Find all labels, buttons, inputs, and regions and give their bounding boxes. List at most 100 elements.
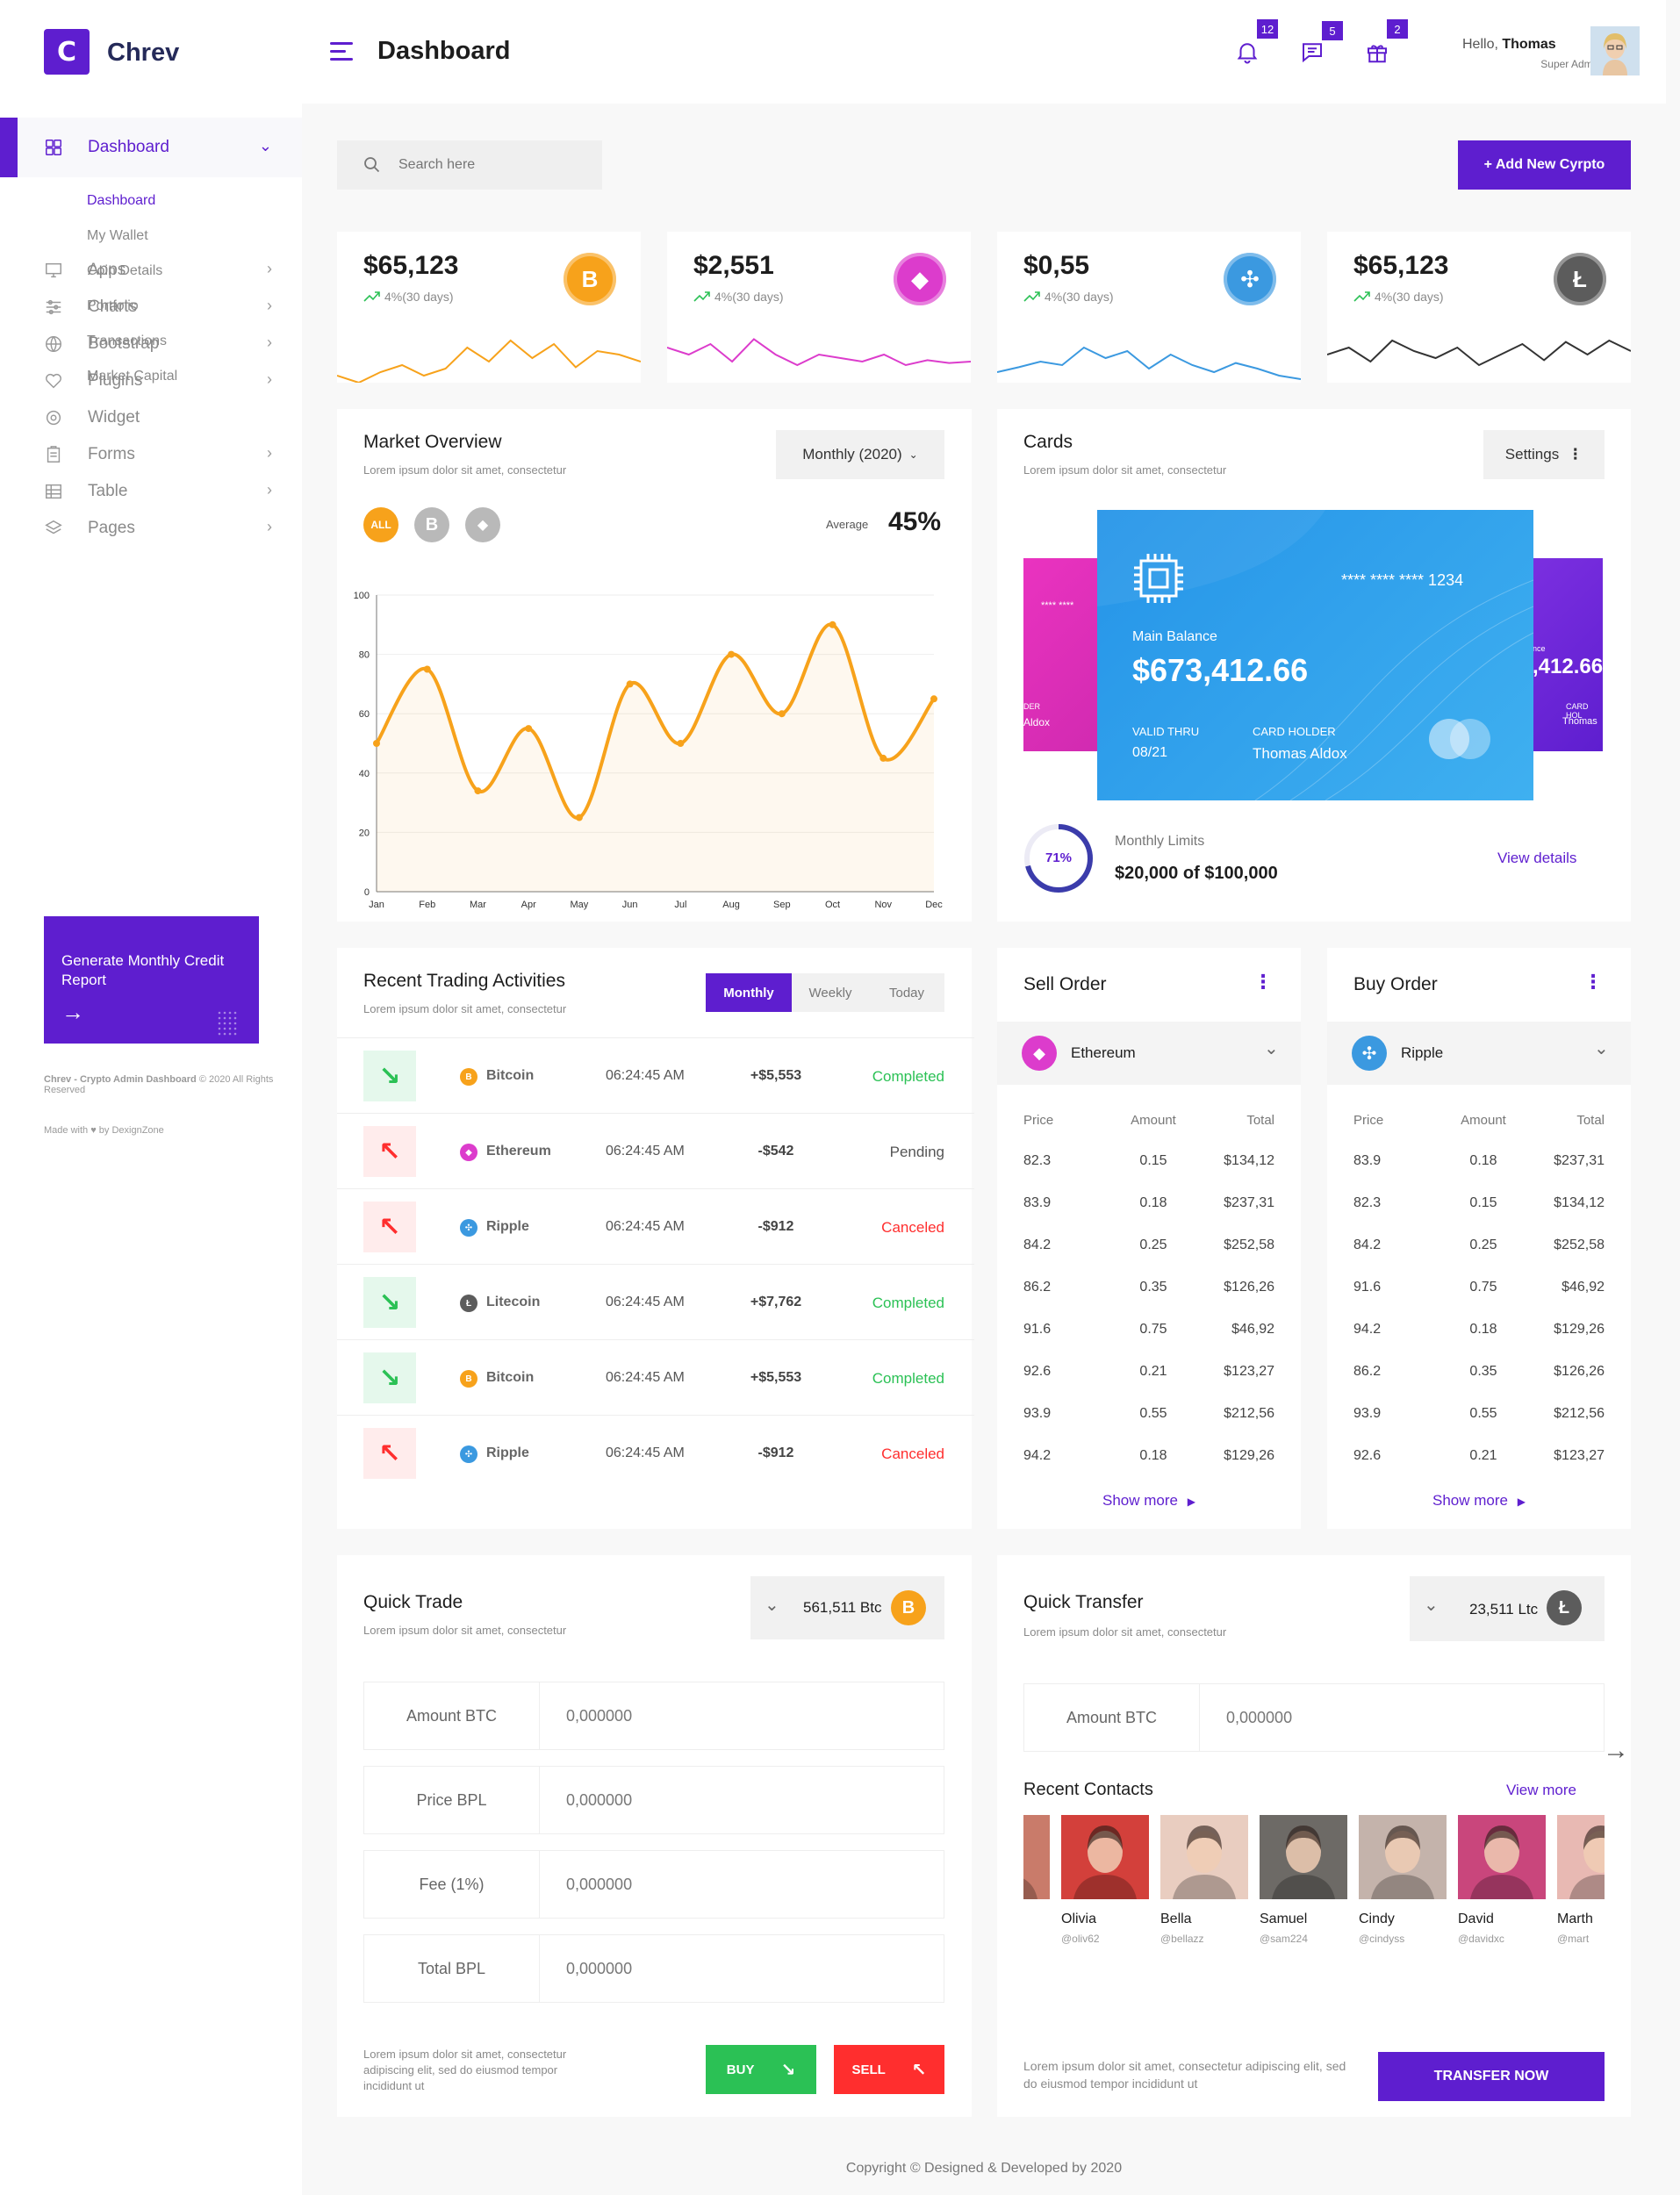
data-point[interactable] <box>728 650 736 658</box>
table-row[interactable]: ↘ Ł Litecoin 06:24:45 AM +$7,762 Completed <box>337 1264 974 1339</box>
sidebar-item-bootstrap[interactable]: Bootstrap › <box>44 326 272 362</box>
tab-weekly[interactable]: Weekly <box>808 985 852 1001</box>
buy-button[interactable]: BUY ↘ <box>706 2045 816 2094</box>
contact-item[interactable]: Marth @mart <box>1557 1815 1605 1945</box>
transfer-coin-select[interactable]: ⌄ 23,511 Ltc Ł <box>1410 1576 1605 1641</box>
contact-item[interactable]: Bella @bellazz <box>1160 1815 1248 1945</box>
contact-item[interactable]: Olivia @oliv62 <box>1061 1815 1149 1945</box>
avatar[interactable] <box>1590 26 1640 75</box>
more-vertical-icon[interactable]: ⋮ <box>1253 971 1273 993</box>
more-vertical-icon[interactable]: ⋮ <box>1583 971 1603 993</box>
left-card[interactable]: **** **** DER Aldox <box>1023 558 1111 751</box>
arrow-right-icon[interactable]: → <box>1603 1736 1629 1765</box>
filter-bitcoin-icon[interactable]: B <box>414 507 449 542</box>
table-row[interactable]: ↖ ✣ Ripple 06:24:45 AM -$912 Canceled <box>337 1415 974 1490</box>
submenu-item[interactable]: Market Capital <box>87 369 178 384</box>
search-bar[interactable] <box>337 140 602 190</box>
trade-field-input[interactable]: 0,000000 <box>566 1707 633 1725</box>
buy-total: $129,26 <box>1554 1322 1605 1337</box>
table-row[interactable]: ↖ ✣ Ripple 06:24:45 AM -$912 Canceled <box>337 1188 974 1264</box>
sidebar-item-charts[interactable]: Charts › <box>44 290 272 325</box>
main-card[interactable]: **** **** **** 1234 Main Balance $673,41… <box>1097 510 1533 800</box>
filter-ethereum-icon[interactable]: ◆ <box>465 507 500 542</box>
buy-coin-select[interactable]: ✣ Ripple ⌄ <box>1327 1022 1631 1085</box>
table-row[interactable]: ↖ ◆ Ethereum 06:24:45 AM -$542 Pending <box>337 1113 974 1188</box>
arrow-right-icon[interactable]: → <box>61 999 84 1025</box>
data-point[interactable] <box>423 665 431 673</box>
trade-field-row[interactable]: Price BPL 0,000000 <box>363 1766 944 1834</box>
view-details-link[interactable]: View details <box>1497 850 1577 866</box>
trade-field-row[interactable]: Total BPL 0,000000 <box>363 1934 944 2003</box>
data-point[interactable] <box>930 695 937 703</box>
sell-coin-select[interactable]: ◆ Ethereum ⌄ <box>997 1022 1301 1085</box>
footer-title: Chrev - Crypto Admin Dashboard <box>44 1074 197 1085</box>
data-point[interactable] <box>626 680 634 688</box>
filter-all-button[interactable]: ALL <box>363 507 398 542</box>
sidebar-item-table[interactable]: Table › <box>44 474 272 509</box>
data-point[interactable] <box>373 740 380 747</box>
sell-button[interactable]: SELL ↖ <box>834 2045 944 2094</box>
gift-icon[interactable] <box>1364 39 1390 65</box>
hamburger-icon[interactable] <box>330 42 353 66</box>
data-point[interactable] <box>677 740 685 747</box>
gear-icon <box>44 408 63 427</box>
trade-coin-select[interactable]: ⌄ 561,511 Btc B <box>750 1576 944 1639</box>
trade-field-input[interactable]: 0,000000 <box>566 1876 633 1893</box>
trade-field-row[interactable]: Amount BTC 0,000000 <box>363 1682 944 1750</box>
submenu-item[interactable]: Coin Details <box>87 263 163 278</box>
promo-card[interactable]: Generate Monthly Credit Report → <box>44 916 259 1044</box>
logo-icon[interactable]: C <box>44 29 90 75</box>
view-more-link[interactable]: View more <box>1506 1782 1576 1798</box>
data-point[interactable] <box>879 754 887 762</box>
right-card[interactable]: nce ,412.66 CARD HOL Thomas <box>1533 558 1603 751</box>
sidebar-item-dashboard[interactable]: Dashboard ⌄ <box>44 130 272 165</box>
sparkline <box>997 346 1301 380</box>
sidebar-item-forms[interactable]: Forms › <box>44 437 272 472</box>
search-input[interactable] <box>398 153 583 177</box>
transfer-amount-row[interactable]: Amount BTC 0,000000 <box>1023 1683 1605 1752</box>
sidebar-item-plugins[interactable]: Plugins › <box>44 363 272 398</box>
show-more-label: Show more <box>1102 1492 1178 1509</box>
submenu-item[interactable]: My Wallet <box>87 228 148 243</box>
data-point[interactable] <box>474 787 482 795</box>
sidebar-item-apps[interactable]: Apps › <box>44 253 272 288</box>
contact-item[interactable]: Samuel @sam224 <box>1260 1815 1347 1945</box>
bell-icon[interactable] <box>1234 39 1260 65</box>
sidebar-item-widget[interactable]: Widget <box>44 400 272 435</box>
table-row[interactable]: ↘ B Bitcoin 06:24:45 AM +$5,553 Completed <box>337 1339 974 1415</box>
person-icon <box>1073 1826 1137 1899</box>
sidebar-item-pages[interactable]: Pages › <box>44 511 272 546</box>
period-dropdown[interactable]: Monthly (2020) ⌄ <box>776 430 944 479</box>
contact-photo <box>1557 1815 1605 1899</box>
submenu-item[interactable]: Dashboard <box>87 193 156 208</box>
submenu-item[interactable]: Transactions <box>87 334 167 348</box>
data-point[interactable] <box>778 710 786 718</box>
sliders-icon <box>44 298 63 317</box>
settings-button[interactable]: Settings ⋮ <box>1483 430 1605 479</box>
average-value: 45% <box>888 507 942 536</box>
trade-field-input[interactable]: 0,000000 <box>566 1791 633 1809</box>
add-crypto-button[interactable]: + Add New Cyrpto <box>1458 140 1631 190</box>
buy-show-more[interactable]: Show more ▶ <box>1327 1492 1631 1510</box>
data-point[interactable] <box>575 814 583 821</box>
trade-amount: +$7,762 <box>750 1295 802 1309</box>
contact-item[interactable]: Cindy @cindyss <box>1359 1815 1447 1945</box>
submenu-item[interactable]: Portfolio <box>87 298 139 313</box>
clipboard-icon <box>44 445 63 464</box>
transfer-now-button[interactable]: TRANSFER NOW <box>1378 2052 1605 2101</box>
trade-field-row[interactable]: Fee (1%) 0,000000 <box>363 1850 944 1919</box>
transfer-amount-input[interactable]: 0,000000 <box>1226 1709 1293 1726</box>
tab-monthly[interactable]: Monthly <box>706 973 792 1012</box>
contact-item[interactable]: la <box>1023 1815 1050 1945</box>
chat-icon[interactable] <box>1299 39 1325 65</box>
made-with: Made with <box>44 1125 89 1136</box>
sell-show-more[interactable]: Show more ▶ <box>997 1492 1301 1510</box>
tab-today[interactable]: Today <box>888 985 925 1001</box>
data-point[interactable] <box>829 620 836 628</box>
contact-item[interactable]: David @davidxc <box>1458 1815 1546 1945</box>
data-point[interactable] <box>525 725 533 733</box>
stat-change: 4%(30 days) <box>363 290 454 304</box>
trade-field-input[interactable]: 0,000000 <box>566 1960 633 1977</box>
table-row[interactable]: ↘ B Bitcoin 06:24:45 AM +$5,553 Completed <box>337 1037 974 1113</box>
ripple-icon: ✣ <box>460 1219 477 1237</box>
